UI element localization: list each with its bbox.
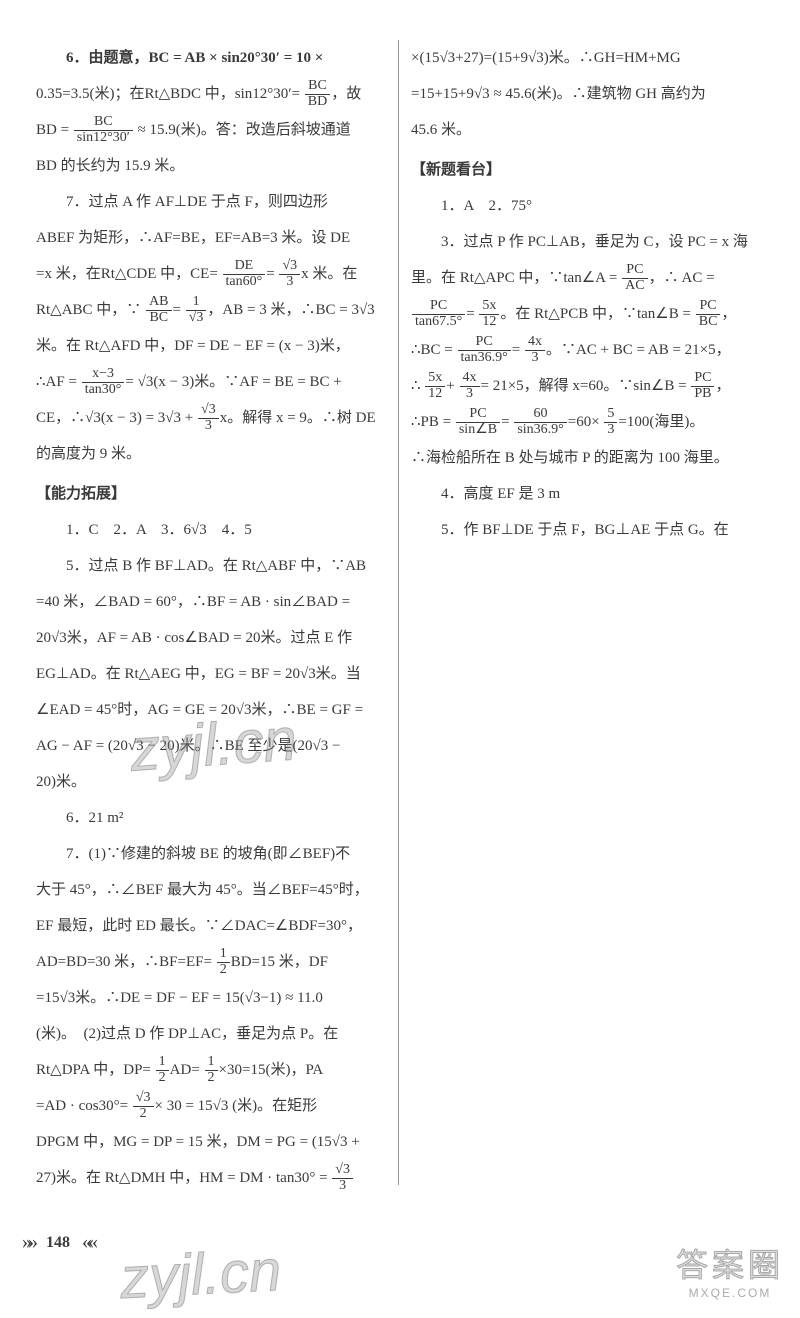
r-line3: =15√3米。∴DE = DF − EF = 15(√3−1) ≈ 11.0 xyxy=(36,980,389,1016)
section-new: 【新题看台】 xyxy=(411,152,764,188)
q7-line8: 的高度为 9 米。 xyxy=(36,436,389,472)
q3-line7: ∴海检船所在 B 处与城市 P 的距离为 100 海里。 xyxy=(411,440,764,476)
q3-line2: 里。在 Rt△APC 中，∵tan∠A = PC AC ，∴ AC = xyxy=(411,260,764,296)
q7-line4: Rt△ABC 中，∵ AB BC = 1 √3 ，AB = 3 米，∴BC = … xyxy=(36,292,389,328)
q3-line1: 3．过点 P 作 PC⊥AB，垂足为 C，设 PC = x 海 xyxy=(411,224,764,260)
r-line7: DPGM 中，MG = DP = 15 米，DM = PG = (15√3 + xyxy=(36,1124,389,1160)
q4-line: 4．高度 EF 是 3 m xyxy=(411,476,764,512)
q6-line: 6．由题意，BC = AB × sin20°30′ = 10 × xyxy=(36,40,389,76)
frac-pc-tan36: PC tan36.9° xyxy=(457,335,512,365)
r-line5: Rt△DPA 中，DP= 1 2 AD= 1 2 ×30=15(米)，PA xyxy=(36,1052,389,1088)
r-line4: (米)。 (2)过点 D 作 DP⊥AC，垂足为点 P。在 xyxy=(36,1016,389,1052)
q5-line5: ∠EAD = 45°时，AG = GE = 20√3米，∴BE = GF = xyxy=(36,692,389,728)
q7-line5: 米。在 Rt△AFD 中，DF = DE − EF = (x − 3)米， xyxy=(36,328,389,364)
brand-small: MXQE.COM xyxy=(676,1286,784,1300)
frac-de-tan60: DE tan60° xyxy=(222,259,267,289)
frac-4x-3: 4x 3 xyxy=(524,335,546,365)
r-line2: AD=BD=30 米，∴BF=EF= 1 2 BD=15 米，DF xyxy=(36,944,389,980)
frac-half-c: 1 2 xyxy=(204,1055,219,1085)
q6-line4: BD 的长约为 15.9 米。 xyxy=(36,148,389,184)
frac-half-a: 1 2 xyxy=(216,947,231,977)
frac-x3-tan30: x−3 tan30° xyxy=(81,367,126,397)
frac-half-b: 1 2 xyxy=(155,1055,170,1085)
r-line10: =15+15+9√3 ≈ 45.6(米)。∴建筑物 GH 高约为 xyxy=(411,76,764,112)
frac-s3-3a: √3 3 xyxy=(278,259,301,289)
q6x: 6．21 m² xyxy=(36,800,389,836)
q5-line7: 20)米。 xyxy=(36,764,389,800)
ornament-right-icon: «« xyxy=(82,1231,94,1254)
frac-5x-12: 5x 12 xyxy=(478,299,500,329)
frac-1-s3: 1 √3 xyxy=(185,295,208,325)
q7x-line2: 大于 45°，∴∠BEF 最大为 45°。当∠BEF=45°时， xyxy=(36,872,389,908)
q3-line4: ∴BC = PC tan36.9° = 4x 3 。∵AC + BC = AB … xyxy=(411,332,764,368)
q5-line3: 20√3米，AF = AB · cos∠BAD = 20米。过点 E 作 xyxy=(36,620,389,656)
section-ability: 【能力拓展】 xyxy=(36,476,389,512)
q7-line7: CE，∴√3(x − 3) = 3√3 + √3 3 x。解得 x = 9。∴树… xyxy=(36,400,389,436)
new-answers: 1．A 2．75° xyxy=(411,188,764,224)
brand-big: 答案圈 xyxy=(676,1240,784,1286)
q7-line3: =x 米，在Rt△CDE 中，CE= DE tan60° = √3 3 x 米。… xyxy=(36,256,389,292)
q7-line1: 7．过点 A 作 AF⊥DE 于点 F，则四边形 xyxy=(36,184,389,220)
q5-line2: =40 米，∠BAD = 60°，∴BF = AB · sin∠BAD = xyxy=(36,584,389,620)
q3-line6: ∴PB = PC sin∠B = 60 sin36.9° =60× 5 3 =1… xyxy=(411,404,764,440)
ornament-left-icon: »» xyxy=(22,1231,34,1254)
ability-answers: 1．C 2．A 3．6√3 4．5 xyxy=(36,512,389,548)
q5r-line: 5．作 BF⊥DE 于点 F，BG⊥AE 于点 G。在 xyxy=(411,512,764,548)
q7-line2: ABEF 为矩形，∴AF=BE，EF=AB=3 米。设 DE xyxy=(36,220,389,256)
frac-pc-ac: PC AC xyxy=(621,263,648,293)
q5-line1: 5．过点 B 作 BF⊥AD。在 Rt△ABF 中，∵AB xyxy=(36,548,389,584)
q3-line5: ∴ 5x 12 + 4x 3 = 21×5，解得 x=60。∵sin∠B = P… xyxy=(411,368,764,404)
frac-bc-bd: BC BD xyxy=(304,79,331,109)
brand-mark: 答案圈 MXQE.COM xyxy=(676,1240,784,1300)
q3-line3: PC tan67.5° = 5x 12 。在 Rt△PCB 中，∵tan∠B =… xyxy=(411,296,764,332)
q5-line4: EG⊥AD。在 Rt△AEG 中，EG = BF = 20√3米。当 xyxy=(36,656,389,692)
frac-pc-pb: PC PB xyxy=(690,371,715,401)
frac-pc-tan67: PC tan67.5° xyxy=(411,299,466,329)
frac-4x-3b: 4x 3 xyxy=(459,371,481,401)
frac-pc-bc: PC BC xyxy=(695,299,722,329)
frac-5-3: 5 3 xyxy=(603,407,618,437)
q7-line6: ∴AF = x−3 tan30° = √3(x − 3)米。∵AF = BE =… xyxy=(36,364,389,400)
page-content: 6．由题意，BC = AB × sin20°30′ = 10 × 0.35=3.… xyxy=(0,0,800,1300)
q5-line6: AG − AF = (20√3 − 20)米。∴BE 至少是(20√3 − xyxy=(36,728,389,764)
r-line1: EF 最短，此时 ED 最长。∵∠DAC=∠BDF=30°， xyxy=(36,908,389,944)
frac-s3-3b: √3 3 xyxy=(197,403,220,433)
r-line9: ×(15√3+27)=(15+9√3)米。∴GH=HM+MG xyxy=(411,40,764,76)
r-line6: =AD · cos30°= √3 2 × 30 = 15√3 (米)。在矩形 xyxy=(36,1088,389,1124)
q6-line3: BD = BC sin12°30′ ≈ 15.9(米)。答：改造后斜坡通道 xyxy=(36,112,389,148)
frac-s3-3c: √3 3 xyxy=(331,1163,354,1193)
r-line11: 45.6 米。 xyxy=(411,112,764,148)
frac-bc-sin: BC sin12°30′ xyxy=(73,115,134,145)
r-line8: 27)米。在 Rt△DMH 中，HM = DM · tan30° = √3 3 xyxy=(36,1160,389,1196)
frac-5x-12b: 5x 12 xyxy=(424,371,446,401)
frac-ab-bc: AB BC xyxy=(145,295,172,325)
frac-pc-sinb: PC sin∠B xyxy=(455,407,501,437)
page-number: 148 xyxy=(46,1234,70,1252)
q7x-line1: 7．(1)∵修建的斜坡 BE 的坡角(即∠BEF)不 xyxy=(36,836,389,872)
frac-60-sin36: 60 sin36.9° xyxy=(513,407,567,437)
frac-s3-2: √3 2 xyxy=(132,1091,155,1121)
q6-num: 6．由题意，BC = AB × sin20°30′ = 10 × xyxy=(66,50,323,66)
q6-line2: 0.35=3.5(米)；在Rt△BDC 中，sin12°30′= BC BD ，… xyxy=(36,76,389,112)
